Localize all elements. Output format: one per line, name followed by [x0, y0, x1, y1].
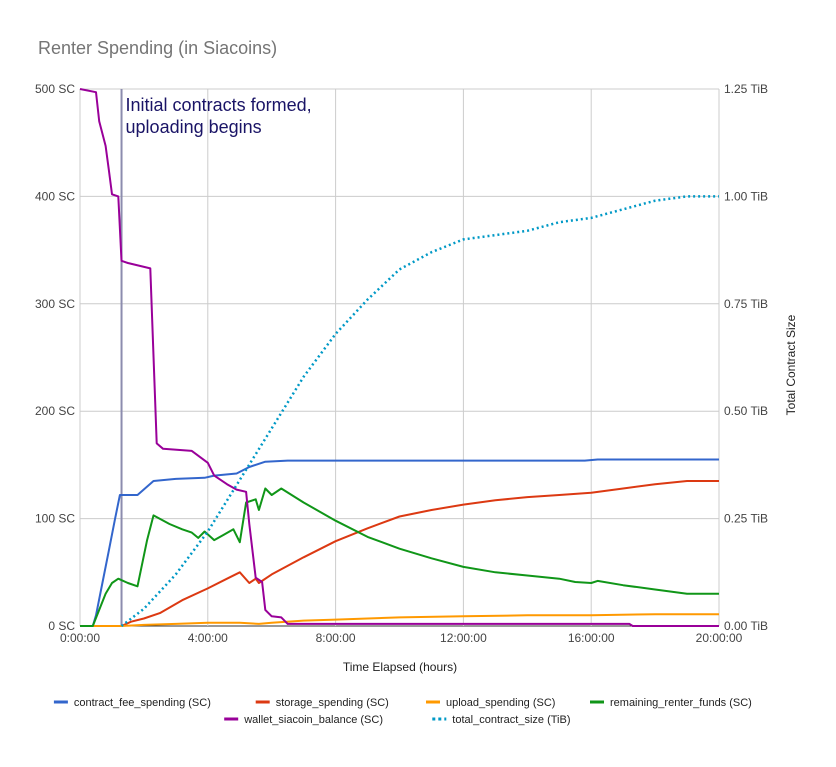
annotation-group: Initial contracts formed,uploading begin… [120, 89, 312, 626]
axis-ticks: 0 SC 100 SC 200 SC 300 SC 400 SC 500 SC 0.00 T… [35, 82, 768, 645]
y-right-tick-label: 0.75 TiB [724, 297, 768, 311]
y-left-tick-label: 300 SC [35, 297, 75, 311]
legend-label-upload-spending: upload_spending (SC) [446, 697, 555, 709]
y-right-tick-label: 0.00 TiB [724, 619, 768, 633]
series-line-contract-fee-spending [80, 458, 719, 627]
annotation-text: uploading begins [126, 117, 262, 137]
legend-label-total-contract-size: total_contract_size (TiB) [452, 714, 570, 726]
y-right-tick-label: 0.25 TiB [724, 512, 768, 526]
series-lines [79, 88, 719, 627]
x-tick-label: 8:00:00 [316, 631, 356, 645]
y-left-tick-label: 200 SC [35, 404, 75, 418]
series-line-remaining-renter-funds [80, 487, 719, 627]
y-right-axis-label: Total Contract Size [784, 314, 798, 415]
y-right-tick-label: 1.25 TiB [724, 82, 768, 96]
x-tick-label: 0:00:00 [60, 631, 100, 645]
legend-label-wallet-siacoin-balance: wallet_siacoin_balance (SC) [243, 714, 383, 726]
chart-title: Renter Spending (in Siacoins) [38, 38, 277, 58]
x-tick-label: 4:00:00 [188, 631, 228, 645]
legend: contract_fee_spending (SC) storage_spendi… [53, 697, 752, 726]
series-line-upload-spending [80, 613, 719, 627]
y-left-tick-label: 500 SC [35, 82, 75, 96]
legend-label-remaining-renter-funds: remaining_renter_funds (SC) [610, 697, 752, 709]
x-tick-label: 20:00:00 [696, 631, 743, 645]
legend-label-storage-spending: storage_spending (SC) [276, 697, 389, 709]
x-axis-label: Time Elapsed (hours) [343, 660, 457, 674]
series-line-storage-spending [80, 480, 719, 627]
legend-label-contract-fee-spending: contract_fee_spending (SC) [74, 697, 211, 709]
gridlines [79, 88, 720, 627]
y-left-tick-label: 0 SC [48, 619, 75, 633]
x-tick-label: 16:00:00 [568, 631, 615, 645]
y-left-tick-label: 400 SC [35, 189, 75, 203]
y-left-tick-label: 100 SC [35, 512, 75, 526]
series-line-wallet-siacoin-balance [79, 88, 719, 627]
y-right-tick-label: 0.50 TiB [724, 404, 768, 418]
x-tick-label: 12:00:00 [440, 631, 487, 645]
y-right-tick-label: 1.00 TiB [724, 189, 768, 203]
annotation-text: Initial contracts formed, [126, 95, 312, 115]
